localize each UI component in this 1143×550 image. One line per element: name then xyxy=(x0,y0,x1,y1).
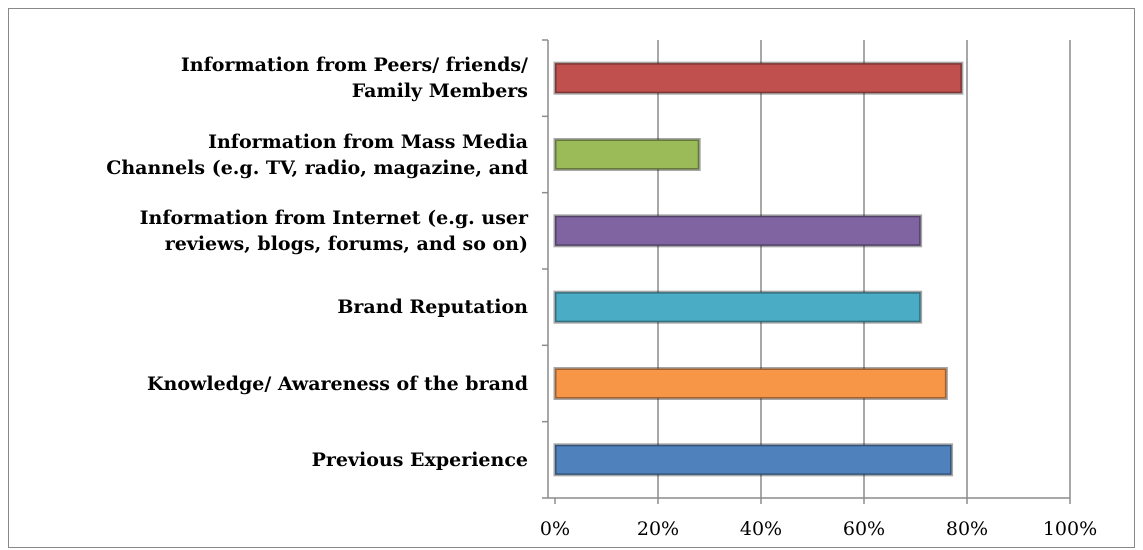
bar xyxy=(553,214,923,248)
x-tick-label: 40% xyxy=(740,518,782,540)
bar xyxy=(553,61,964,95)
bar xyxy=(553,138,701,171)
x-tick-label: 0% xyxy=(540,518,570,540)
y-tick-label: Knowledge/ Awareness of the brand xyxy=(147,372,528,395)
x-tick-label: 60% xyxy=(843,518,885,540)
x-tick-label: 100% xyxy=(1043,518,1097,540)
y-tick-label: Information from Internet (e.g. user rev… xyxy=(139,206,528,255)
x-tick-label: 80% xyxy=(946,518,988,540)
bar xyxy=(553,443,954,477)
y-tick-label: Information from Peers/ friends/ Family … xyxy=(180,54,528,103)
y-tick-label: Brand Reputation xyxy=(337,296,528,319)
chart-border xyxy=(8,8,1135,548)
bar xyxy=(553,290,923,324)
y-tick-label: Information from Mass Media Channels (e.… xyxy=(106,130,528,179)
y-tick-label: Previous Experience xyxy=(311,448,528,471)
x-tick-label: 20% xyxy=(637,518,679,540)
bar xyxy=(553,367,948,400)
